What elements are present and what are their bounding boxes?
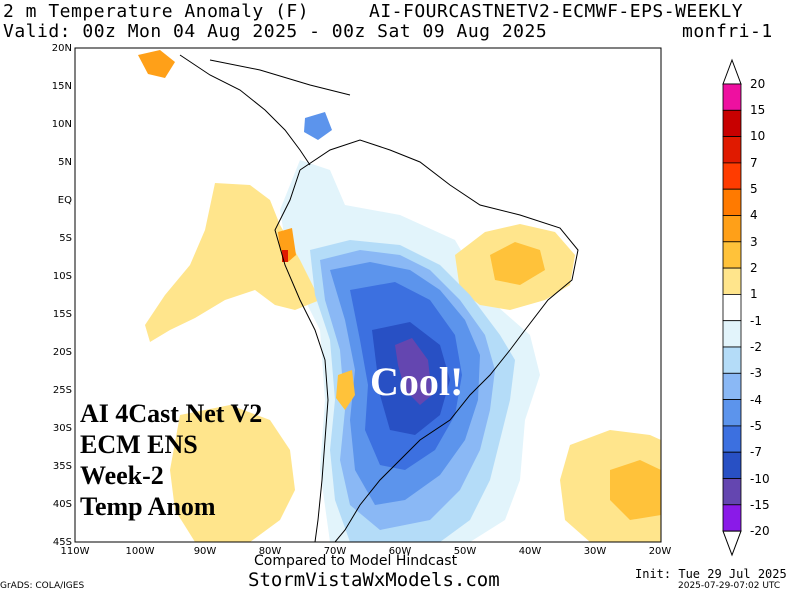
init-time: Init: Tue 29 Jul 2025 [635,567,787,581]
lat-label: EQ [57,195,72,206]
colorbar-label: 4 [750,208,758,222]
anomaly-fields [138,50,661,542]
colorbar-label: 15 [750,103,766,117]
warm-anomaly-southern-pacific [170,405,295,542]
lat-label: 15S [52,309,72,320]
model-name: AI-FOURCASTNETV2-ECMWF-EPS-WEEKLY [369,1,744,22]
colorbar-swatch [722,215,742,243]
lon-label: 20W [648,546,672,557]
colorbar-swatch [722,320,742,348]
warm-anomaly-pacific [145,183,320,342]
lon-label: 110W [60,546,90,557]
coastlines [179,54,579,542]
colorbar-swatch [722,188,742,216]
cool-patch-central-america [304,112,332,140]
lon-label: 50W [453,546,477,557]
lat-label: 5S [59,233,72,244]
colorbar-swatch [722,372,742,400]
colorbar-label: 3 [750,235,758,249]
overlay-line: ECM ENS [80,430,198,459]
colorbar-swatch [722,109,742,138]
hindcast-note: Compared to Model Hindcast [254,553,458,569]
colorbar-label: -1 [750,314,762,328]
colorbar-label: 5 [750,182,758,196]
lat-label: 20S [52,347,72,358]
grads-credit: GrADS: COLA/IGES [0,581,85,591]
colorbar-swatch [722,346,742,374]
colorbar-top-arrow [722,58,742,85]
overlay-line: AI 4Cast Net V2 [80,399,263,428]
colorbar-label: -5 [750,419,762,433]
lon-label: 90W [193,546,217,557]
colorbar-label: 7 [750,156,758,170]
lat-label: 10N [51,119,72,130]
colorbar-label: 10 [750,129,766,143]
central-america-coast [179,54,311,166]
map-frame [74,47,662,543]
lon-label: 100W [125,546,155,557]
warm-core-atlantic [610,460,661,520]
colorbar-label: 20 [750,77,766,91]
map-title: 2 m Temperature Anomaly (F) [3,1,310,22]
overlay-line: Week-2 [80,461,164,490]
lat-label: 35S [52,461,72,472]
overlay-caption: AI 4Cast Net V2 ECM ENS Week-2 Temp Anom [80,398,262,522]
overlay-line: Temp Anom [80,492,216,521]
colorbar-label: -10 [750,472,770,486]
warm-core-brazil [490,242,545,285]
lat-label: 10S [52,271,72,282]
lon-label: 60W [388,546,412,557]
lon-label: 30W [583,546,607,557]
colorbar-label: -4 [750,393,762,407]
lat-label: 5N [58,157,72,168]
warm-patch-caribbean [138,50,175,78]
colorbar-label: -20 [750,524,770,538]
colorbar-label: -7 [750,445,762,459]
colorbar-swatch [722,162,742,190]
lon-label: 70W [323,546,347,557]
colorbar-label: 1 [750,287,758,301]
site-name: StormVistaWxModels.com [248,569,500,591]
lat-label: 45S [52,537,72,548]
colorbar [722,58,742,557]
lat-label: 25S [52,385,72,396]
valid-period: Valid: 00z Mon 04 Aug 2025 - 00z Sat 09 … [3,21,548,42]
colorbar-swatch [722,241,742,269]
colorbar-swatch [722,504,742,532]
colorbar-label: -3 [750,366,762,380]
colorbar-label: -15 [750,498,770,512]
colorbar-swatch [722,451,742,479]
colorbar-bottom-arrow [722,530,742,557]
caribbean-coast [209,59,351,96]
colorbar-swatch [722,83,742,111]
colorbar-swatch [722,399,742,427]
warm-patch-chile [336,370,355,410]
colorbar-swatch [722,136,742,164]
cool-label: Cool! [370,359,464,404]
south-america-coast [274,139,579,542]
colorbar-label: -2 [750,340,762,354]
lon-label: 40W [518,546,542,557]
lat-label: 15N [51,81,72,92]
timestamp: 2025-07-29-07:02 UTC [678,581,781,591]
cool-anomaly-10 [395,338,432,405]
lat-label: 20N [51,43,72,54]
hot-spot-peru [282,250,288,262]
lon-label: 80W [258,546,282,557]
lat-label: 40S [52,499,72,510]
colorbar-swatch [722,425,742,453]
colorbar-label: 2 [750,261,758,275]
colorbar-swatch [722,293,742,322]
lat-label: 30S [52,423,72,434]
colorbar-swatch [722,478,742,506]
colorbar-swatch [722,267,742,295]
product-id: monfri-1 [682,21,773,42]
